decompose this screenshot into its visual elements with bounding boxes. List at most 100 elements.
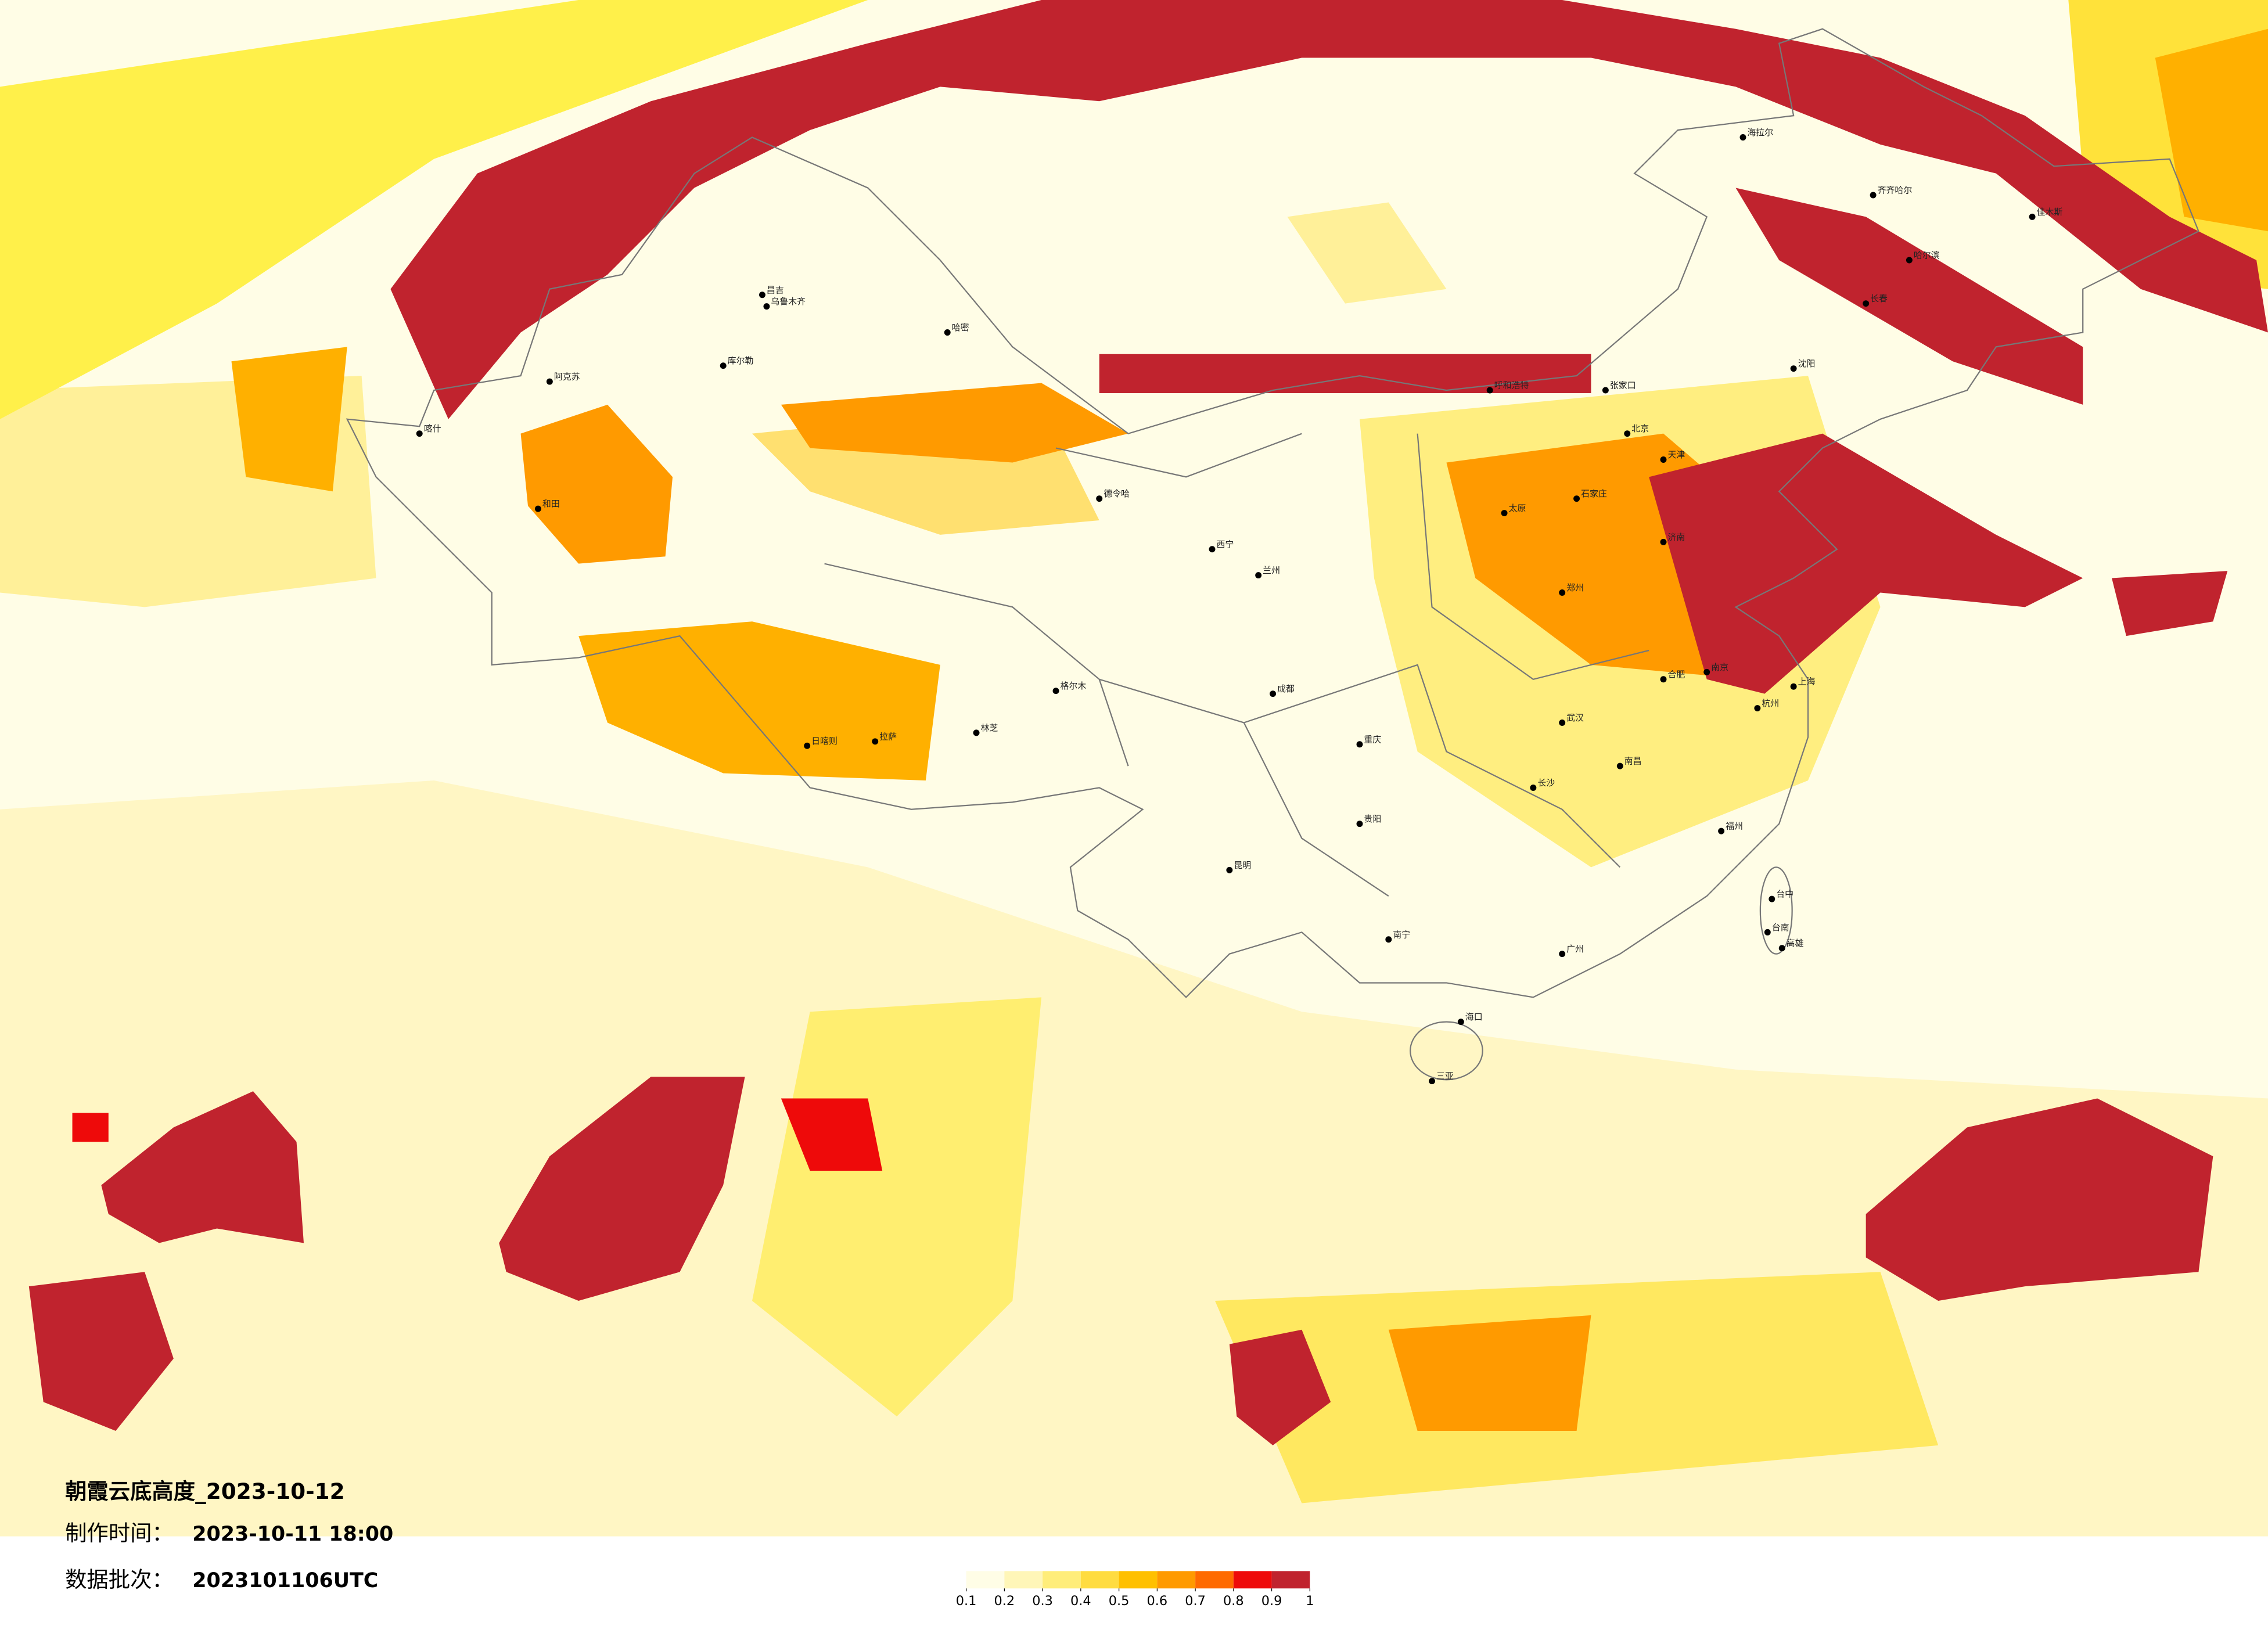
city-dot xyxy=(1270,690,1277,697)
colorbar-segment xyxy=(1195,1571,1234,1589)
colorbar-tick-label: 1 xyxy=(1306,1593,1314,1609)
city-dot xyxy=(1559,951,1566,958)
city-dot xyxy=(763,303,770,310)
city-dot xyxy=(1624,430,1631,437)
cloud-area xyxy=(390,0,2268,419)
city-label: 哈尔滨 xyxy=(1914,250,1940,261)
city-dot xyxy=(1501,510,1508,517)
city-dot xyxy=(1559,589,1566,596)
colorbar-segment xyxy=(1004,1571,1043,1589)
cloud-area xyxy=(499,1077,745,1301)
city-label: 昆明 xyxy=(1234,860,1251,870)
colorbar: 0.1 0.2 0.3 0.4 0.5 0.6 0.7 0.8 0.9 1 xyxy=(956,1571,1314,1609)
city-label: 德令哈 xyxy=(1104,488,1130,499)
city-label: 三亚 xyxy=(1436,1071,1454,1081)
cloud-area xyxy=(2112,571,2228,636)
city-dot xyxy=(1052,688,1059,695)
city-dot xyxy=(1209,546,1216,553)
city-dot xyxy=(1870,192,1877,199)
city-dot xyxy=(1660,456,1667,463)
city-label: 郑州 xyxy=(1566,582,1584,593)
colorbar-segment xyxy=(1119,1571,1158,1589)
city-label: 合肥 xyxy=(1667,669,1685,679)
city-label: 兰州 xyxy=(1263,565,1280,575)
city-dot xyxy=(1764,929,1771,936)
city-label: 武汉 xyxy=(1566,713,1584,723)
colorbar-tick-label: 0.7 xyxy=(1185,1593,1206,1609)
city-dot xyxy=(1739,134,1746,141)
city-dot xyxy=(973,729,980,736)
city-dot xyxy=(1356,821,1363,828)
colorbar-tick-label: 0.1 xyxy=(956,1593,977,1609)
city-dot xyxy=(1356,741,1363,748)
batch-label: 数据批次： xyxy=(65,1567,174,1592)
cloud-area xyxy=(72,1113,109,1142)
made-label: 制作时间： xyxy=(65,1520,174,1546)
city-dot xyxy=(546,378,553,385)
city-label: 佳木斯 xyxy=(2037,207,2063,217)
city-dot xyxy=(416,430,423,437)
city-dot xyxy=(1769,895,1775,902)
city-label: 库尔勒 xyxy=(728,355,754,366)
city-label: 长沙 xyxy=(1537,778,1555,788)
city-label: 台南 xyxy=(1772,922,1789,933)
cloud-area xyxy=(1649,433,2083,694)
cloud-field xyxy=(0,0,2268,1537)
cloud-area xyxy=(231,347,347,492)
city-label: 太原 xyxy=(1509,503,1526,513)
city-dot xyxy=(1602,387,1609,394)
hainan xyxy=(1410,1021,1483,1081)
cloud-area xyxy=(101,1091,304,1243)
city-dot xyxy=(1718,828,1725,834)
city-label: 海口 xyxy=(1465,1012,1483,1022)
colorbar-tick-label: 0.4 xyxy=(1070,1593,1091,1609)
city-dot xyxy=(1385,936,1392,943)
city-label: 杭州 xyxy=(1762,698,1779,708)
colorbar-tick-label: 0.5 xyxy=(1109,1593,1130,1609)
city-label: 南宁 xyxy=(1393,929,1410,940)
city-label: 乌鲁木齐 xyxy=(771,296,806,307)
colorbar-tick-label: 0.6 xyxy=(1147,1593,1168,1609)
cloud-area xyxy=(1099,354,1591,393)
city-label: 呼和浩特 xyxy=(1494,380,1529,391)
city-label: 济南 xyxy=(1667,532,1685,542)
cloud-area xyxy=(28,1272,174,1431)
city-dot xyxy=(1660,538,1667,545)
city-dot xyxy=(1660,676,1667,683)
city-dot xyxy=(1906,257,1913,264)
city-label: 和田 xyxy=(542,499,560,509)
city-dot xyxy=(1754,705,1761,712)
city-label: 哈密 xyxy=(952,322,969,333)
city-dot xyxy=(534,505,541,512)
cloud-area xyxy=(0,0,868,419)
city-dot xyxy=(1559,719,1566,726)
city-dot xyxy=(1863,300,1870,307)
cloud-area xyxy=(1229,1329,1331,1445)
city-label: 广州 xyxy=(1566,944,1584,954)
colorbar-segment xyxy=(1271,1571,1310,1589)
taiwan xyxy=(1759,866,1793,955)
city-label: 林芝 xyxy=(981,722,998,733)
colorbar-tick-label: 0.2 xyxy=(994,1593,1015,1609)
cloud-area xyxy=(1388,1315,1591,1431)
city-dot xyxy=(1429,1078,1436,1085)
cloud-area xyxy=(1866,1098,2213,1301)
city-dot xyxy=(1703,668,1710,675)
colorbar-tick-label: 0.3 xyxy=(1032,1593,1053,1609)
colorbar-segment xyxy=(1043,1571,1081,1589)
city-dot xyxy=(2029,213,2036,220)
city-dot xyxy=(1530,784,1537,791)
title: 朝霞云底高度_2023-10-12 xyxy=(65,1478,345,1504)
cloud-area xyxy=(520,404,673,564)
cloud-area xyxy=(781,1098,883,1171)
city-label: 拉萨 xyxy=(879,731,897,742)
city-label: 长春 xyxy=(1870,293,1888,304)
city-dot xyxy=(872,738,879,745)
city-label: 日喀则 xyxy=(811,736,838,746)
province-border xyxy=(824,433,1649,897)
colorbar-segment xyxy=(1157,1571,1196,1589)
city-dot xyxy=(1616,762,1623,769)
city-label: 贵阳 xyxy=(1364,814,1381,824)
colorbar-segment xyxy=(1233,1571,1272,1589)
